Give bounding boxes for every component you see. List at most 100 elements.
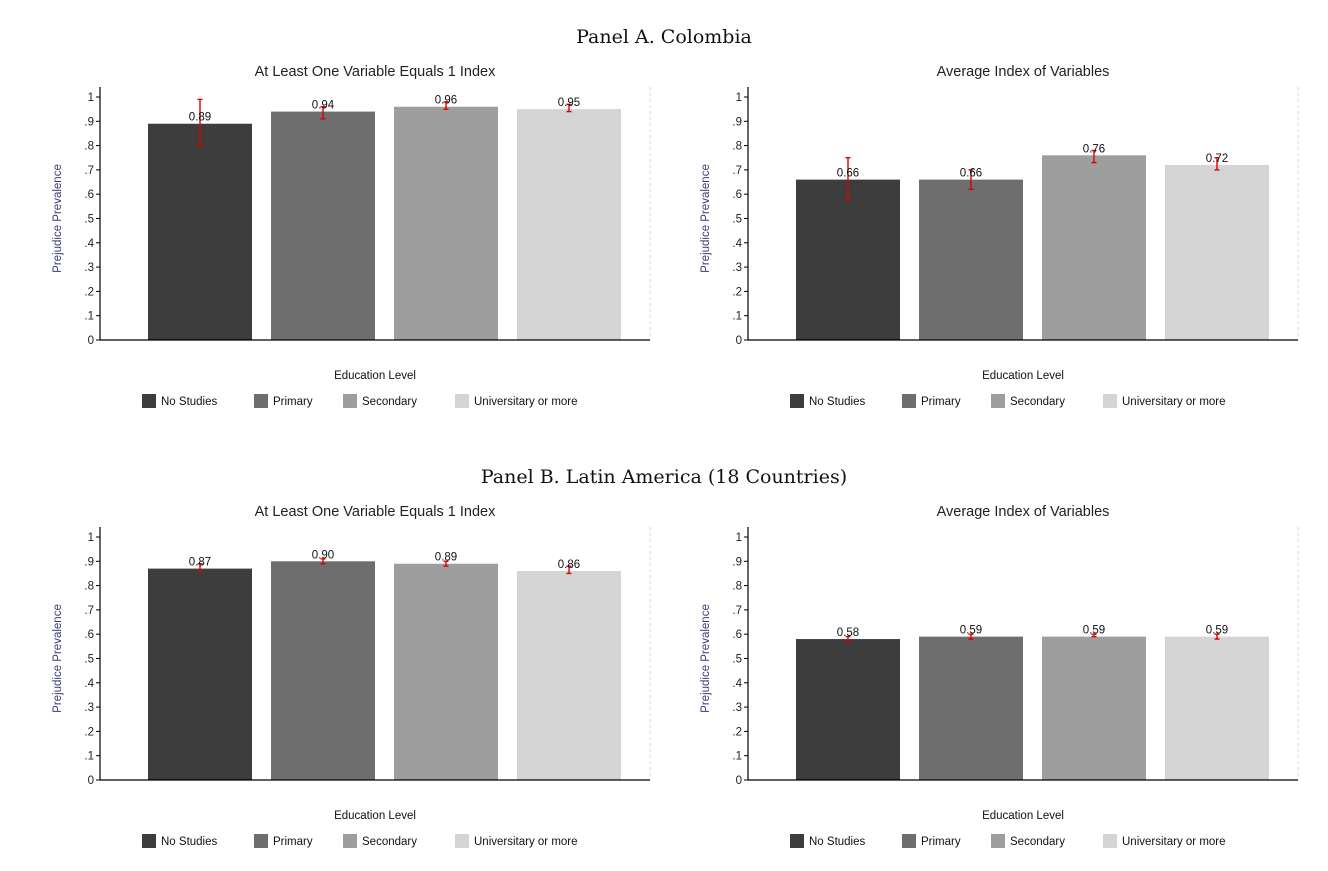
- y-tick-label: .7: [84, 165, 94, 177]
- legend-label: Primary: [921, 396, 961, 408]
- bar-value-label: 0.86: [558, 559, 580, 571]
- y-tick-label: 0: [88, 775, 94, 787]
- legend-label: Secondary: [362, 836, 417, 848]
- chart-title: Average Index of Variables: [937, 504, 1110, 520]
- legend-swatch: [254, 834, 268, 848]
- bar-value-label: 0.95: [558, 97, 580, 109]
- y-tick-label: 1: [736, 92, 742, 104]
- y-tick-label: .8: [732, 581, 742, 593]
- legend-label: No Studies: [161, 396, 218, 408]
- legend-swatch: [790, 834, 804, 848]
- y-axis-label: Prejudice Prevalence: [700, 164, 712, 273]
- chart-latam-at-least-one: At Least One Variable Equals 1 Index 0 .1.…: [52, 504, 651, 848]
- legend-label: Secondary: [362, 396, 417, 408]
- y-tick-label: .5: [732, 214, 742, 226]
- y-tick-label: .5: [84, 214, 94, 226]
- legend-label: Primary: [921, 836, 961, 848]
- bar-value-label: 0.59: [960, 625, 982, 637]
- legend-label: Universitary or more: [1122, 396, 1226, 408]
- y-tick-label: .1: [84, 311, 94, 323]
- y-tick-label: .6: [84, 189, 94, 201]
- y-tick-label: 1: [736, 532, 742, 544]
- y-tick-label: .2: [84, 726, 94, 738]
- legend-swatch: [902, 834, 916, 848]
- bar-value-label: 0.72: [1206, 153, 1228, 165]
- bar-value-label: 0.89: [189, 112, 211, 124]
- y-tick-label: .8: [84, 141, 94, 153]
- y-tick-label: .7: [84, 605, 94, 617]
- bar-value-label: 0.59: [1206, 625, 1228, 637]
- chart-title: At Least One Variable Equals 1 Index: [255, 64, 496, 80]
- y-tick-label: .8: [732, 141, 742, 153]
- y-tick-label: .4: [732, 238, 742, 250]
- legend-swatch: [991, 394, 1005, 408]
- panel-b-title: Panel B. Latin America (18 Countries): [480, 466, 848, 488]
- y-tick-label: .1: [84, 751, 94, 763]
- bar-value-label: 0.58: [837, 627, 859, 639]
- bar: [271, 561, 375, 780]
- legend-label: No Studies: [809, 836, 866, 848]
- y-tick-label: 0: [88, 335, 94, 347]
- y-tick-label: .3: [732, 702, 742, 714]
- legend-label: No Studies: [161, 836, 218, 848]
- bar: [517, 571, 621, 780]
- legend-swatch: [343, 394, 357, 408]
- bar: [394, 563, 498, 780]
- y-tick-label: .9: [732, 116, 742, 128]
- legend-swatch: [1103, 394, 1117, 408]
- bar: [517, 109, 621, 341]
- x-axis-label: Education Level: [334, 810, 416, 822]
- y-axis-label: Prejudice Prevalence: [52, 604, 64, 713]
- y-tick-label: .7: [732, 605, 742, 617]
- bar-value-label: 0.94: [312, 100, 335, 112]
- bar: [1165, 165, 1269, 340]
- legend-label: Primary: [273, 836, 313, 848]
- y-tick-label: .4: [732, 678, 742, 690]
- bar: [796, 639, 900, 780]
- y-tick-label: .3: [732, 262, 742, 274]
- y-tick-label: .7: [732, 165, 742, 177]
- legend-label: Universitary or more: [1122, 836, 1226, 848]
- legend-label: Universitary or more: [474, 396, 578, 408]
- legend-swatch: [991, 834, 1005, 848]
- bar-value-label: 0.66: [960, 168, 982, 180]
- y-tick-label: .9: [732, 556, 742, 568]
- y-tick-label: .4: [84, 678, 94, 690]
- legend-swatch: [142, 834, 156, 848]
- legend-swatch: [455, 394, 469, 408]
- panel-a-title: Panel A. Colombia: [576, 26, 752, 48]
- legend-label: Secondary: [1010, 836, 1065, 848]
- legend-swatch: [142, 394, 156, 408]
- bar-value-label: 0.90: [312, 549, 334, 561]
- bar-value-label: 0.96: [435, 95, 457, 107]
- y-tick-label: .1: [732, 751, 742, 763]
- x-axis-label: Education Level: [334, 370, 416, 382]
- bar: [1042, 636, 1146, 780]
- y-tick-label: .2: [84, 286, 94, 298]
- x-axis-label: Education Level: [982, 810, 1064, 822]
- legend-swatch: [343, 834, 357, 848]
- legend-label: No Studies: [809, 396, 866, 408]
- y-tick-label: 1: [88, 92, 94, 104]
- y-tick-label: .5: [84, 654, 94, 666]
- y-tick-label: 0: [736, 775, 742, 787]
- y-tick-label: .3: [84, 262, 94, 274]
- bar: [394, 106, 498, 340]
- y-tick-label: .2: [732, 286, 742, 298]
- chart-latam-average-index: Average Index of Variables 0 .1 .2 .3 .4 .5 .6.…: [700, 504, 1299, 848]
- bar-value-label: 0.66: [837, 168, 859, 180]
- y-tick-label: .4: [84, 238, 94, 250]
- bar-value-label: 0.59: [1083, 625, 1105, 637]
- y-tick-label: .2: [732, 726, 742, 738]
- bar: [919, 179, 1023, 340]
- y-tick-label: .3: [84, 702, 94, 714]
- chart-colombia-at-least-one: At Least One Variable Equals 1 Index 0 .1.…: [52, 64, 651, 408]
- legend-label: Secondary: [1010, 396, 1065, 408]
- chart-title: At Least One Variable Equals 1 Index: [255, 504, 496, 520]
- bar: [796, 179, 900, 340]
- bar: [271, 111, 375, 340]
- y-tick-label: 0: [736, 335, 742, 347]
- y-axis-label: Prejudice Prevalence: [52, 164, 64, 273]
- bar: [1042, 155, 1146, 340]
- bar: [919, 636, 1023, 780]
